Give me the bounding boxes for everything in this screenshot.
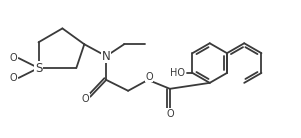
- Text: O: O: [145, 72, 153, 82]
- Text: N: N: [102, 50, 110, 63]
- Text: S: S: [35, 62, 42, 75]
- Text: O: O: [82, 94, 89, 104]
- Text: O: O: [10, 53, 17, 63]
- Text: O: O: [10, 73, 17, 83]
- Text: O: O: [166, 109, 174, 119]
- Text: HO: HO: [170, 68, 185, 78]
